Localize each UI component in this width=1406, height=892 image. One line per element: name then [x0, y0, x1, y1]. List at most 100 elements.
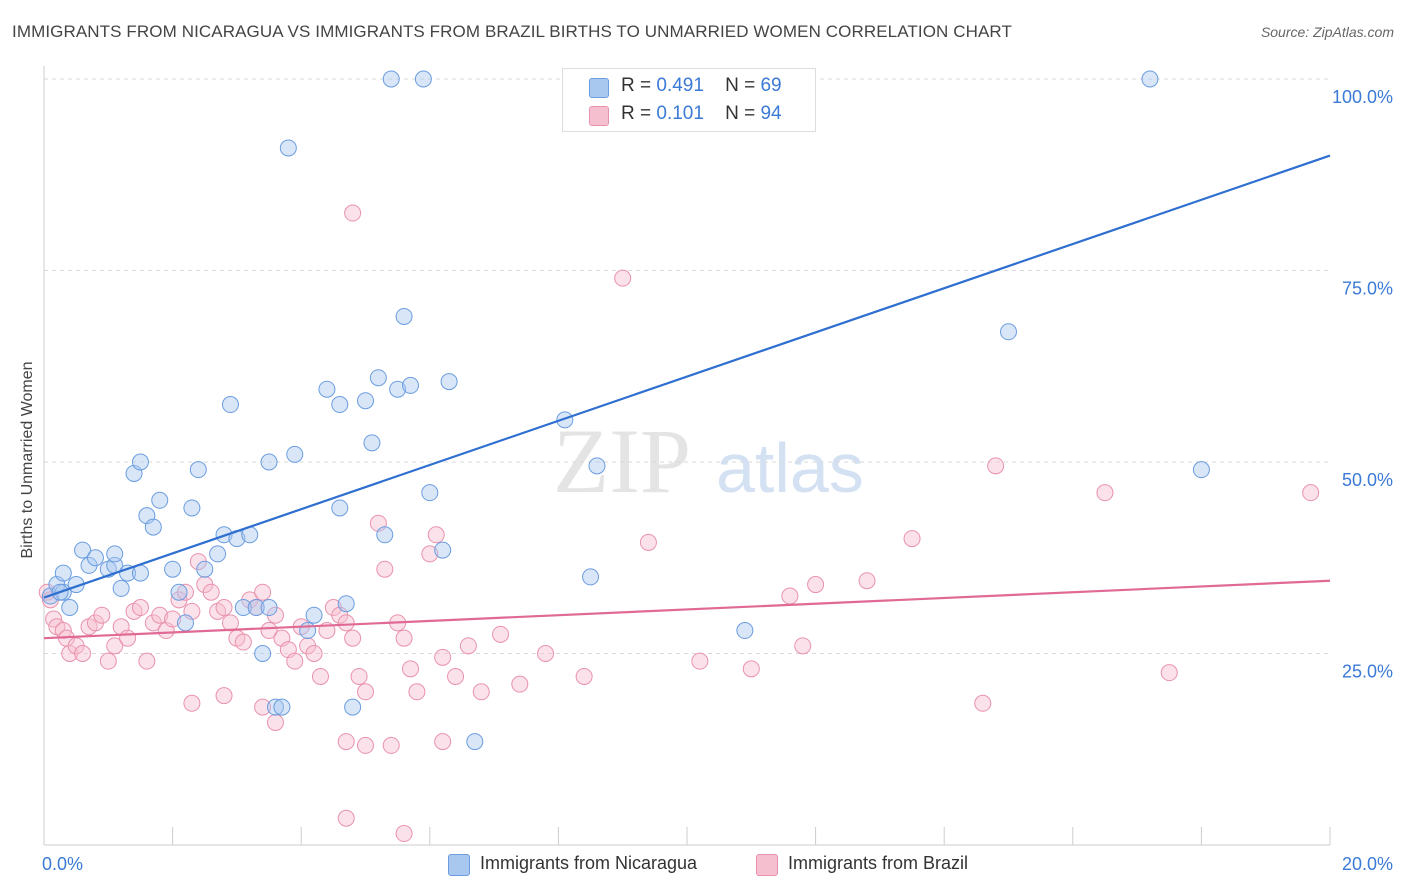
nicaragua-point — [247, 599, 265, 617]
brazil-point — [266, 713, 284, 731]
brazil-point — [421, 545, 439, 563]
x-tick-label-max: 20.0% — [1342, 854, 1393, 874]
nicaragua-point — [331, 499, 349, 517]
brazil-point — [337, 733, 355, 751]
y-tick-label: 75.0% — [1342, 279, 1393, 299]
brazil-point — [344, 629, 362, 647]
nicaragua-point — [254, 645, 272, 662]
nicaragua-point — [337, 595, 355, 613]
brazil-point — [427, 526, 445, 544]
brazil-point — [987, 457, 1005, 475]
brazil-point — [106, 637, 124, 655]
brazil-point — [434, 648, 452, 666]
legend-r-value: 0.101 — [656, 103, 704, 124]
nicaragua-point — [414, 70, 432, 88]
brazil-point — [434, 733, 452, 751]
brazil-point — [305, 645, 323, 662]
brazil-point — [858, 572, 876, 590]
nicaragua-point — [389, 380, 407, 398]
brazil-point — [691, 652, 709, 670]
brazil-point — [492, 625, 510, 643]
nicaragua-point — [144, 518, 162, 536]
brazil-point — [215, 599, 233, 617]
bottom-legend-label-brazil: Immigrants from Brazil — [788, 853, 969, 873]
brazil-point — [1302, 484, 1320, 502]
nicaragua-point — [151, 491, 169, 509]
brazil-point — [254, 698, 272, 716]
brazil-point — [781, 587, 799, 605]
brazil-point — [337, 809, 355, 827]
brazil-point — [472, 683, 490, 701]
brazil-point — [254, 583, 272, 601]
brazil-point — [974, 694, 992, 712]
nicaragua-point — [736, 622, 754, 640]
legend-r-value: 0.491 — [656, 75, 704, 96]
brazil-point — [639, 533, 657, 551]
nicaragua-point — [112, 579, 130, 597]
nicaragua-point — [106, 545, 124, 563]
legend-r-label: R = — [621, 75, 652, 96]
brazil-point — [350, 667, 368, 685]
bottom-legend-swatch-blue — [448, 854, 470, 876]
brazil-point — [447, 667, 465, 685]
legend-n-value: 94 — [760, 103, 782, 124]
brazil-point — [183, 694, 201, 712]
nicaragua-point — [61, 599, 79, 617]
brazil-point — [151, 606, 169, 624]
nicaragua-point — [1000, 323, 1017, 341]
nicaragua-point — [357, 392, 374, 410]
nicaragua-trend-line — [43, 154, 1331, 599]
watermark: ZIP atlas — [553, 410, 864, 512]
nicaragua-point — [331, 396, 349, 414]
brazil-trend-line — [43, 579, 1331, 640]
brazil-point — [164, 610, 182, 628]
nicaragua-point — [279, 139, 297, 157]
brazil-point — [138, 652, 156, 670]
brazil-point — [807, 576, 825, 594]
nicaragua-point — [440, 373, 458, 391]
legend-n-value: 69 — [760, 75, 782, 96]
brazil-point — [903, 530, 921, 548]
nicaragua-point — [176, 614, 194, 632]
brazil-point — [395, 629, 413, 647]
nicaragua-point — [318, 380, 336, 398]
brazil-point — [511, 675, 529, 693]
nicaragua-point — [221, 396, 239, 414]
nicaragua-point — [421, 484, 439, 502]
legend-r-label: R = — [621, 103, 652, 124]
brazil-point — [357, 683, 374, 701]
brazil-point — [311, 667, 329, 685]
nicaragua-point — [196, 560, 214, 578]
brazil-point — [176, 583, 194, 601]
brazil-point — [221, 614, 239, 632]
brazil-point — [337, 614, 355, 632]
legend-text-nicaragua: R = 0.491 N = 69 — [621, 75, 782, 97]
brazil-point — [344, 204, 362, 222]
nicaragua-point — [1141, 70, 1159, 88]
nicaragua-point — [234, 599, 252, 617]
nicaragua-point — [382, 70, 400, 88]
nicaragua-point — [209, 545, 227, 563]
brazil-point — [215, 687, 233, 705]
legend-swatch-blue — [589, 78, 609, 98]
bottom-legend-swatch-pink — [756, 854, 778, 876]
tick-labels: 25.0% 50.0% 75.0% 100.0% 0.0% 20.0% — [42, 87, 1393, 874]
nicaragua-point — [273, 698, 291, 716]
nicaragua-point — [376, 526, 394, 544]
nicaragua-point — [582, 568, 600, 586]
chart-title: IMMIGRANTS FROM NICARAGUA VS IMMIGRANTS … — [12, 22, 1012, 41]
brazil-point — [1160, 664, 1178, 682]
watermark-zip: ZIP — [553, 410, 691, 512]
nicaragua-point — [299, 622, 317, 640]
brazil-point — [131, 599, 149, 617]
legend-n-label: N = — [725, 75, 756, 96]
nicaragua-point — [54, 564, 72, 582]
nicaragua-point — [556, 411, 574, 429]
y-tick-label: 100.0% — [1332, 87, 1393, 107]
nicaragua-point — [588, 457, 606, 475]
y-tick-label: 25.0% — [1342, 662, 1393, 682]
nicaragua-point — [189, 461, 207, 479]
nicaragua-point — [260, 599, 278, 617]
nicaragua-point — [86, 549, 104, 567]
